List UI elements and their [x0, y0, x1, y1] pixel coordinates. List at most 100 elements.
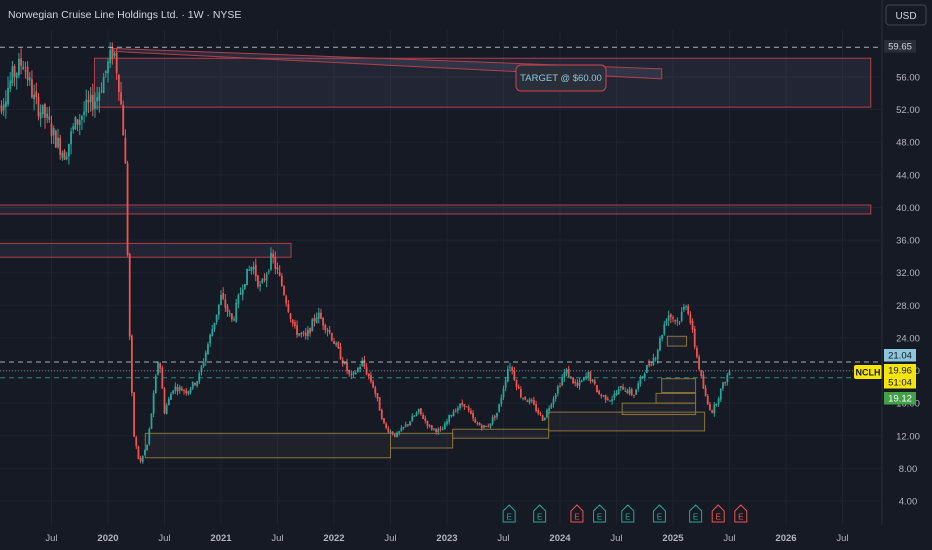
candle-up [233, 319, 235, 321]
x-tick-label: 2026 [775, 533, 796, 544]
candle-down [693, 328, 696, 347]
candle-down [50, 123, 53, 137]
earnings-label: E [716, 513, 721, 522]
candle-up [28, 77, 31, 81]
candle-up [7, 87, 9, 105]
candle-up [187, 391, 190, 395]
candle-down [339, 346, 342, 360]
candle-up [259, 284, 262, 287]
candle-up [639, 376, 642, 384]
candle-down [330, 333, 333, 341]
candle-down [672, 317, 674, 319]
candle-up [72, 126, 75, 130]
candle-up [489, 423, 492, 427]
candle-up [676, 320, 679, 322]
candle-up [352, 371, 355, 375]
candle-up [270, 252, 272, 270]
candle-up [174, 386, 177, 391]
earnings-label: E [506, 513, 511, 522]
candle-up [624, 390, 627, 392]
candle-down [20, 58, 22, 66]
x-tick-label: Jul [45, 533, 57, 544]
candle-up [250, 267, 253, 272]
x-tick-label: Jul [610, 533, 622, 544]
candle-down [515, 380, 518, 388]
candle-down [131, 335, 133, 393]
earnings-label: E [537, 513, 542, 522]
candle-down [224, 299, 227, 308]
candle-up [157, 362, 159, 375]
candle-up [578, 381, 581, 386]
candle-up [107, 61, 109, 74]
candle-up [491, 417, 494, 424]
candle-down [383, 418, 385, 424]
candle-up [89, 94, 92, 103]
candle-up [685, 306, 687, 308]
candle-down [724, 382, 727, 384]
candle-down [126, 163, 129, 255]
candle-up [359, 367, 361, 370]
earnings-label: E [574, 513, 579, 522]
candle-down [254, 264, 257, 277]
candle-up [587, 372, 590, 378]
currency-button[interactable]: USD [895, 11, 916, 22]
candle-down [372, 381, 375, 388]
x-tick-label: 2024 [549, 533, 571, 544]
candle-up [9, 80, 12, 89]
time-axis[interactable]: Jul 2020 Jul 2021 Jul 2022 Jul 2023 Jul 2024 Jul 20… [45, 533, 848, 544]
candle-up [2, 104, 5, 111]
candle-down [391, 431, 394, 435]
price-axis[interactable]: 4.008.0012.0016.0020.0024.0028.0032.0036… [884, 40, 920, 508]
candle-up [354, 372, 357, 374]
candle-up [602, 395, 605, 397]
candle-up [396, 432, 398, 438]
candle-down [194, 382, 196, 385]
price-label: 21.04 [888, 351, 912, 362]
candle-down [296, 325, 298, 335]
candle-down [428, 425, 431, 427]
resistance-zone [0, 204, 872, 215]
currency-button-frame[interactable] [885, 4, 927, 26]
candle-up [207, 344, 209, 354]
candle-up [715, 404, 718, 406]
support-zone [390, 432, 454, 449]
candle-down [648, 363, 650, 366]
candle-down [541, 415, 544, 421]
candle-down [476, 423, 479, 425]
candle-down [422, 414, 424, 419]
candle-up [619, 385, 622, 388]
candle-up [543, 417, 546, 421]
candle-down [304, 332, 307, 336]
candle-down [600, 394, 603, 397]
x-tick-label: 2020 [97, 533, 118, 544]
candle-up [506, 368, 509, 382]
candle-up [726, 375, 729, 383]
candle-down [678, 321, 681, 323]
candle-up [357, 368, 359, 372]
candle-up [609, 400, 611, 402]
candle-up [311, 319, 314, 332]
earnings-label: E [657, 513, 662, 522]
candle-down [519, 389, 522, 398]
earnings-marker-icon [593, 504, 607, 523]
earnings-label: E [625, 513, 630, 522]
candle-up [267, 271, 270, 273]
candle-down [511, 367, 514, 371]
candle-up [682, 306, 685, 310]
earnings-marker-icon [689, 504, 703, 523]
symbol-title: Norwegian Cruise Line Holdings Ltd. · 1W… [8, 9, 241, 21]
candle-up [417, 408, 420, 413]
candle-down [313, 318, 316, 322]
candle-down [63, 150, 66, 160]
candle-down [533, 400, 535, 405]
y-tick-label: 28.00 [896, 301, 920, 312]
candle-down [537, 409, 540, 414]
price-label-bg [884, 376, 916, 389]
candle-up [172, 390, 175, 394]
candle-up [191, 381, 194, 389]
candle-up [200, 366, 203, 373]
candle-down [702, 374, 705, 389]
candle-up [635, 389, 637, 395]
candle-up [144, 450, 146, 455]
